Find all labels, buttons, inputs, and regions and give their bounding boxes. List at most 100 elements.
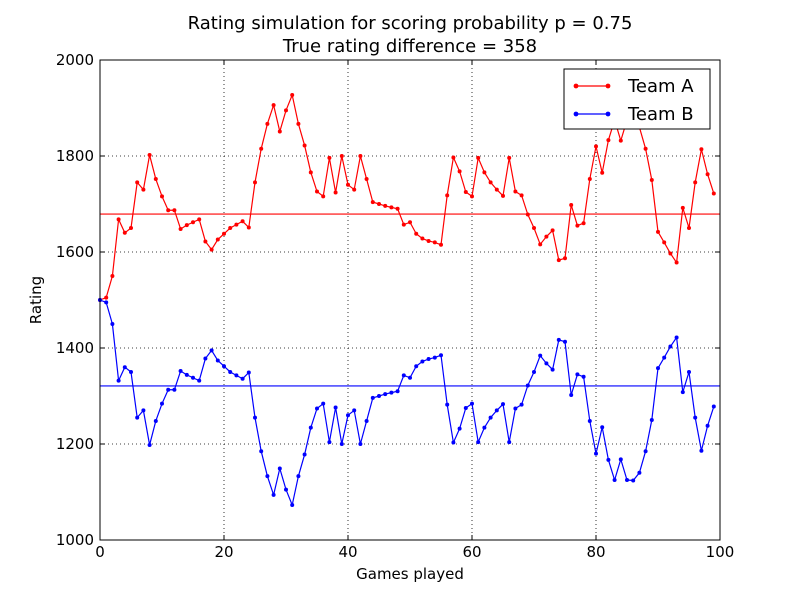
data-point-team-b [197,378,202,383]
mean-rating-lines [100,213,720,387]
data-point-team-b [246,370,251,375]
plot-frame [99,59,721,541]
y-tick-label: 1800 [56,147,94,165]
legend-marker-team-a [573,83,579,89]
data-point-team-a [104,295,109,300]
data-point-team-a [197,217,202,222]
data-point-team-a [253,180,257,185]
data-point-team-b [277,466,282,471]
data-point-team-b [284,487,288,492]
legend-box [563,68,711,130]
data-point-team-a [711,191,716,196]
data-point-team-a [470,194,474,199]
x-tick-label: 0 [95,543,105,561]
data-point-team-b [414,364,419,369]
y-axis-label: Rating [27,276,45,324]
data-point-team-b [228,370,233,374]
data-point-team-b [563,339,567,344]
x-tick-label: 60 [462,543,481,561]
data-point-team-b [550,367,555,372]
series-line-team-b [99,299,715,507]
y-tick-label: 1000 [56,531,94,549]
data-point-team-b [377,394,381,398]
data-point-team-a [482,170,487,175]
data-point-team-a [209,247,214,252]
data-point-team-b [234,373,239,378]
data-point-team-a [191,220,195,225]
data-point-team-a [569,202,574,207]
x-tick-label: 80 [586,543,605,561]
data-point-team-a [129,226,133,230]
axis-ticks: 0 20 40 60 80 100 1000 1200 1400 1600 1800 2000 [56,51,735,561]
chart-subtitle: True rating difference = 358 [282,36,537,57]
data-point-team-a [594,144,598,149]
data-point-team-b [556,337,561,342]
data-point-team-a [166,208,171,213]
data-point-team-b [494,408,499,413]
data-point-team-b [339,442,344,446]
data-point-team-b [569,393,574,398]
data-point-team-a [656,229,660,234]
data-point-team-a [439,242,443,247]
data-point-team-a [401,222,406,227]
legend-marker-team-a [605,83,611,89]
x-tick-label: 20 [214,543,233,561]
data-point-team-a [321,194,326,199]
data-point-team-a [494,187,499,192]
data-point-team-a [308,170,313,175]
data-point-team-a [575,223,580,228]
data-point-team-a [457,169,462,174]
data-point-team-b [178,369,183,374]
data-point-team-a [563,256,567,261]
data-point-team-b [302,452,307,457]
data-point-team-b [699,448,704,453]
data-point-team-a [705,172,710,177]
data-point-team-a [184,223,189,228]
data-point-team-a [600,170,605,175]
grid-lines [100,60,720,540]
x-tick-label: 40 [338,543,357,561]
data-point-team-b [296,474,301,479]
data-point-team-b [432,355,437,360]
data-point-team-a [296,121,301,126]
data-point-team-b [625,478,629,482]
data-point-team-b [501,402,505,407]
data-point-team-b [215,358,220,363]
data-point-team-a [284,108,288,113]
y-tick-label: 1600 [56,243,94,261]
x-axis-label: Games played [356,565,464,583]
data-point-team-b [662,355,667,360]
data-point-team-b [445,402,450,407]
data-point-team-b [618,457,623,462]
data-point-team-b [488,415,493,420]
data-point-team-b [463,406,468,410]
data-point-team-a [383,203,388,208]
data-point-team-a [445,193,450,198]
data-point-team-a [389,205,394,210]
data-point-team-a [525,212,530,217]
data-point-team-b [184,372,189,377]
data-point-team-a [488,180,493,185]
data-point-team-a [408,220,412,225]
series-layer [98,93,716,507]
data-point-team-b [346,413,350,418]
data-point-team-a [147,153,152,158]
data-point-team-b [166,387,171,392]
y-tick-label: 1200 [56,435,94,453]
data-point-team-a [135,180,140,185]
data-point-team-a [110,274,115,278]
data-point-team-a [259,146,264,151]
data-point-team-b [656,366,660,371]
data-point-team-a [265,121,270,126]
data-point-team-a [556,258,561,263]
data-point-team-b [389,390,394,395]
data-point-team-b [519,402,524,407]
data-point-team-a [370,200,375,205]
data-point-team-b [476,440,481,445]
data-point-team-a [414,231,419,236]
data-point-team-a [153,177,158,182]
data-point-team-a [693,180,698,185]
data-point-team-b [141,408,146,413]
data-point-team-b [172,387,177,392]
data-point-team-b [333,405,338,410]
